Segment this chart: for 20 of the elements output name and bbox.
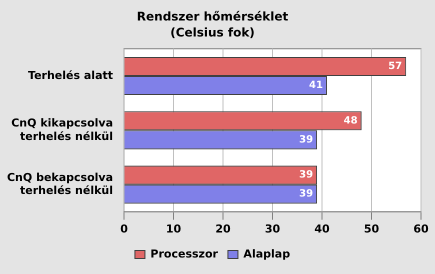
- data-label: 48: [344, 115, 358, 126]
- x-tick-label: 10: [166, 222, 182, 236]
- data-label: 39: [299, 134, 314, 146]
- x-tick-label: 20: [215, 222, 232, 236]
- chart-title: Rendszer hőmérséklet: [136, 9, 288, 24]
- legend-label: Alaplap: [243, 247, 290, 260]
- y-tick-label: Terhelés alatt: [28, 68, 114, 82]
- x-tick-label: 30: [264, 222, 281, 236]
- data-label: 39: [299, 170, 314, 181]
- x-tick-label: 60: [413, 222, 429, 236]
- y-tick-label: CnQ bekapcsolva terhelés nélkül: [6, 170, 114, 198]
- data-label: 57: [388, 61, 402, 72]
- chart-subtitle: (Celsius fok): [170, 26, 255, 40]
- x-tick-label: 40: [314, 222, 330, 236]
- y-tick-label: CnQ kikapcsolva terhelés nélkül: [11, 116, 114, 143]
- x-tick-label: 50: [364, 222, 380, 236]
- x-tick-label: 0: [120, 222, 128, 236]
- data-label: 39: [299, 188, 314, 200]
- data-label: 41: [309, 80, 323, 92]
- legend-label: Processzor: [150, 247, 219, 260]
